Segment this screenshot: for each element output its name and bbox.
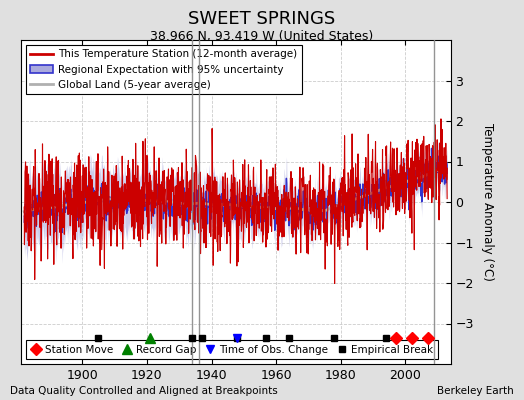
Legend: Station Move, Record Gap, Time of Obs. Change, Empirical Break: Station Move, Record Gap, Time of Obs. C… [26,340,438,359]
Text: Data Quality Controlled and Aligned at Breakpoints: Data Quality Controlled and Aligned at B… [10,386,278,396]
Text: SWEET SPRINGS: SWEET SPRINGS [188,10,336,28]
Text: Berkeley Earth: Berkeley Earth [437,386,514,396]
Y-axis label: Temperature Anomaly (°C): Temperature Anomaly (°C) [481,123,494,281]
Text: 38.966 N, 93.419 W (United States): 38.966 N, 93.419 W (United States) [150,30,374,43]
